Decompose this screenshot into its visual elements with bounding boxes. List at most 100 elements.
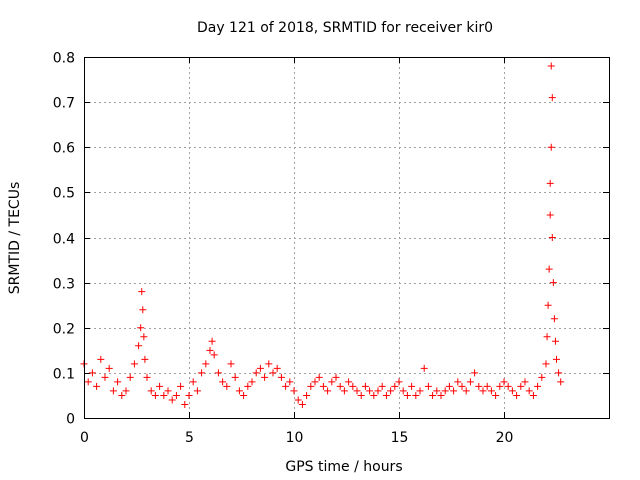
data-point — [277, 373, 285, 381]
data-point — [202, 360, 210, 368]
data-point — [521, 378, 529, 386]
data-point — [206, 346, 214, 354]
data-point — [223, 382, 231, 390]
data-point — [555, 369, 563, 377]
data-point — [315, 373, 323, 381]
data-point — [471, 369, 479, 377]
data-point — [248, 378, 256, 386]
y-tick-label: 0.3 — [53, 277, 75, 293]
data-point — [437, 391, 445, 399]
data-point — [118, 391, 126, 399]
data-point — [97, 355, 105, 363]
data-point — [269, 369, 277, 377]
data-point — [147, 387, 155, 395]
data-point — [273, 364, 281, 372]
data-point — [189, 378, 197, 386]
data-point — [324, 387, 332, 395]
data-point — [395, 378, 403, 386]
y-axis-label: SRMTID / TECUs — [7, 182, 23, 295]
data-point — [340, 387, 348, 395]
data-point — [252, 369, 260, 377]
data-point — [543, 333, 551, 341]
data-point — [483, 382, 491, 390]
data-point — [319, 382, 327, 390]
x-tick-label: 5 — [185, 430, 194, 446]
y-tick-label: 0.4 — [53, 232, 75, 248]
data-point — [466, 378, 474, 386]
data-point — [538, 373, 546, 381]
data-point — [496, 382, 504, 390]
data-point — [492, 391, 500, 399]
data-point — [551, 337, 559, 345]
data-point — [231, 373, 239, 381]
data-point — [138, 288, 146, 296]
data-point — [177, 382, 185, 390]
data-point — [235, 387, 243, 395]
data-point — [244, 382, 252, 390]
data-point — [172, 391, 180, 399]
data-point — [545, 265, 553, 273]
data-point — [311, 378, 319, 386]
data-point — [549, 279, 557, 287]
data-point — [109, 387, 117, 395]
data-point — [198, 369, 206, 377]
data-point — [105, 364, 113, 372]
data-point — [256, 364, 264, 372]
data-point — [294, 396, 302, 404]
grid-lines — [84, 57, 609, 418]
data-point — [139, 306, 147, 314]
data-point — [140, 333, 148, 341]
data-point — [548, 94, 556, 102]
data-point — [290, 387, 298, 395]
x-axis: 0 5 10 15 20 — [80, 57, 513, 446]
data-point — [214, 369, 222, 377]
data-point — [135, 342, 143, 350]
y-tick-label: 0.5 — [53, 186, 75, 202]
y-axis: 0 0.1 0.2 0.3 0.4 0.5 0.6 0.7 0.8 — [53, 51, 609, 428]
x-axis-label: GPS time / hours — [285, 459, 402, 475]
data-point — [387, 387, 395, 395]
data-point — [265, 360, 273, 368]
data-point — [84, 378, 92, 386]
data-point — [475, 382, 483, 390]
y-tick-label: 0.1 — [53, 367, 75, 383]
data-point — [349, 382, 357, 390]
x-tick-label: 0 — [80, 430, 89, 446]
data-point — [353, 387, 361, 395]
data-point — [378, 382, 386, 390]
data-point — [332, 373, 340, 381]
y-tick-label: 0.2 — [53, 322, 75, 338]
data-point — [227, 360, 235, 368]
data-point — [143, 373, 151, 381]
data-point — [544, 301, 552, 309]
data-point — [370, 391, 378, 399]
data-point — [126, 373, 134, 381]
data-point — [114, 378, 122, 386]
data-point — [458, 382, 466, 390]
data-point — [500, 378, 508, 386]
data-point — [550, 315, 558, 323]
data-point — [546, 179, 554, 187]
plot-frame — [84, 57, 610, 419]
data-point — [137, 324, 145, 332]
data-point — [487, 387, 495, 395]
data-point — [328, 378, 336, 386]
data-point — [546, 211, 554, 219]
data-point — [508, 387, 516, 395]
data-point — [441, 387, 449, 395]
data-point — [513, 391, 521, 399]
data-point — [345, 378, 353, 386]
data-point — [391, 382, 399, 390]
data-point — [525, 387, 533, 395]
data-point — [298, 400, 306, 408]
data-point — [93, 382, 101, 390]
data-point — [450, 387, 458, 395]
data-point — [412, 391, 420, 399]
data-point — [336, 382, 344, 390]
data-point — [210, 351, 218, 359]
data-point — [403, 391, 411, 399]
data-point — [462, 387, 470, 395]
data-point — [307, 382, 315, 390]
data-point — [101, 373, 109, 381]
